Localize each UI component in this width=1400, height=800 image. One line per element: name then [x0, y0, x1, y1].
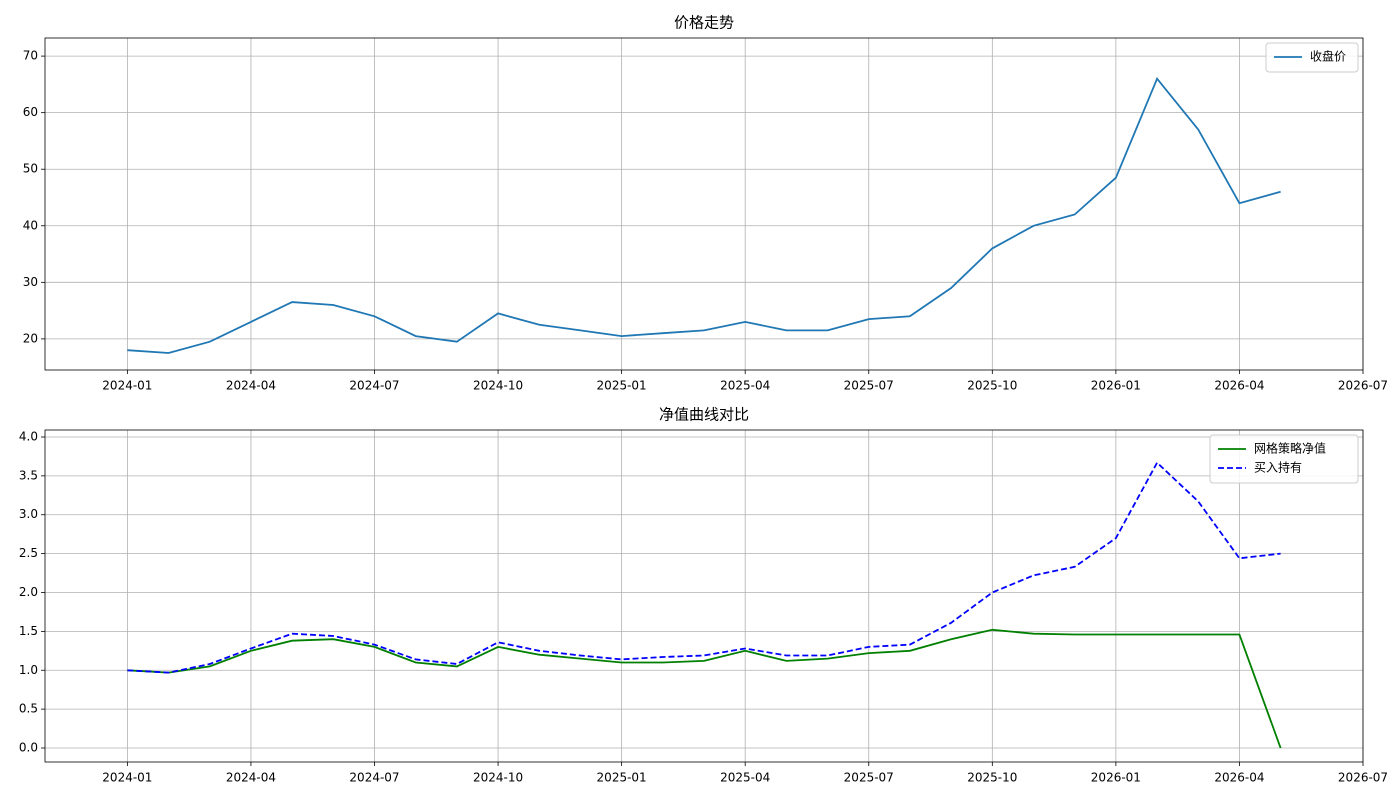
- chart-title: 价格走势: [674, 14, 734, 32]
- x-tick-label: 2024-10: [473, 771, 523, 785]
- y-tick-label: 30: [23, 275, 38, 289]
- y-tick-label: 0.5: [19, 702, 38, 716]
- y-tick-label: 2.0: [19, 585, 38, 599]
- x-tick-label: 2025-04: [720, 379, 770, 393]
- x-tick-label: 2025-01: [597, 379, 647, 393]
- x-tick-label: 2025-10: [967, 379, 1017, 393]
- x-tick-label: 2025-01: [597, 771, 647, 785]
- x-tick-label: 2026-04: [1214, 379, 1264, 393]
- legend-label: 买入持有: [1254, 460, 1302, 475]
- y-tick-label: 3.0: [19, 507, 38, 521]
- y-tick-label: 1.0: [19, 663, 38, 677]
- y-tick-label: 50: [23, 162, 38, 176]
- plot-frame: [44, 37, 1364, 371]
- x-tick-label: 2026-04: [1214, 771, 1264, 785]
- legend-label: 网格策略净值: [1254, 441, 1326, 456]
- legend-box: [1265, 42, 1359, 73]
- x-tick-label: 2026-01: [1091, 379, 1141, 393]
- x-tick-label: 2025-10: [967, 771, 1017, 785]
- y-tick-label: 0.0: [19, 741, 38, 755]
- x-tick-label: 2026-01: [1091, 771, 1141, 785]
- y-tick-label: 3.5: [19, 468, 38, 482]
- x-tick-label: 2024-07: [349, 379, 399, 393]
- x-tick-label: 2024-01: [102, 771, 152, 785]
- x-tick-label: 2026-07: [1338, 379, 1388, 393]
- series-line: [127, 461, 1281, 674]
- x-tick-label: 2024-10: [473, 379, 523, 393]
- x-tick-label: 2025-07: [844, 771, 894, 785]
- x-tick-label: 2025-04: [720, 771, 770, 785]
- x-tick-label: 2024-01: [102, 379, 152, 393]
- x-tick-label: 2025-07: [844, 379, 894, 393]
- chart-title: 净值曲线对比: [659, 406, 749, 424]
- x-tick-label: 2026-07: [1338, 771, 1388, 785]
- plot-frame: [44, 429, 1364, 763]
- series-line: [127, 76, 1281, 354]
- legend-label: 收盘价: [1310, 49, 1346, 64]
- y-tick-label: 40: [23, 218, 38, 232]
- y-tick-label: 1.5: [19, 624, 38, 638]
- y-tick-label: 2.5: [19, 546, 38, 560]
- x-tick-label: 2024-04: [226, 379, 276, 393]
- y-tick-label: 4.0: [19, 429, 38, 443]
- x-tick-label: 2024-04: [226, 771, 276, 785]
- y-tick-label: 70: [23, 49, 38, 63]
- y-tick-label: 20: [23, 331, 38, 345]
- y-tick-label: 60: [23, 105, 38, 119]
- series-line: [127, 628, 1282, 749]
- legend-box: [1209, 434, 1359, 484]
- x-tick-label: 2024-07: [349, 771, 399, 785]
